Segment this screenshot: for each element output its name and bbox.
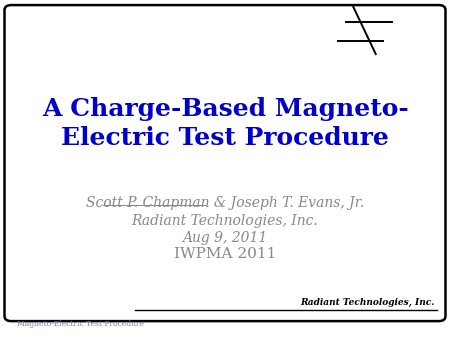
Text: Radiant Technologies, Inc.: Radiant Technologies, Inc. — [300, 297, 434, 307]
FancyBboxPatch shape — [4, 5, 446, 321]
Text: A Charge-Based Magneto-
Electric Test Procedure: A Charge-Based Magneto- Electric Test Pr… — [41, 97, 409, 150]
Text: Radiant Technologies, Inc.: Radiant Technologies, Inc. — [131, 214, 319, 228]
Text: IWPMA 2011: IWPMA 2011 — [174, 247, 276, 261]
Text: Aug 9, 2011: Aug 9, 2011 — [182, 231, 268, 245]
Text: Scott P. Chapman & Joseph T. Evans, Jr.: Scott P. Chapman & Joseph T. Evans, Jr. — [86, 196, 364, 210]
Text: Magneto-Electric Test Procedure: Magneto-Electric Test Procedure — [17, 320, 144, 329]
